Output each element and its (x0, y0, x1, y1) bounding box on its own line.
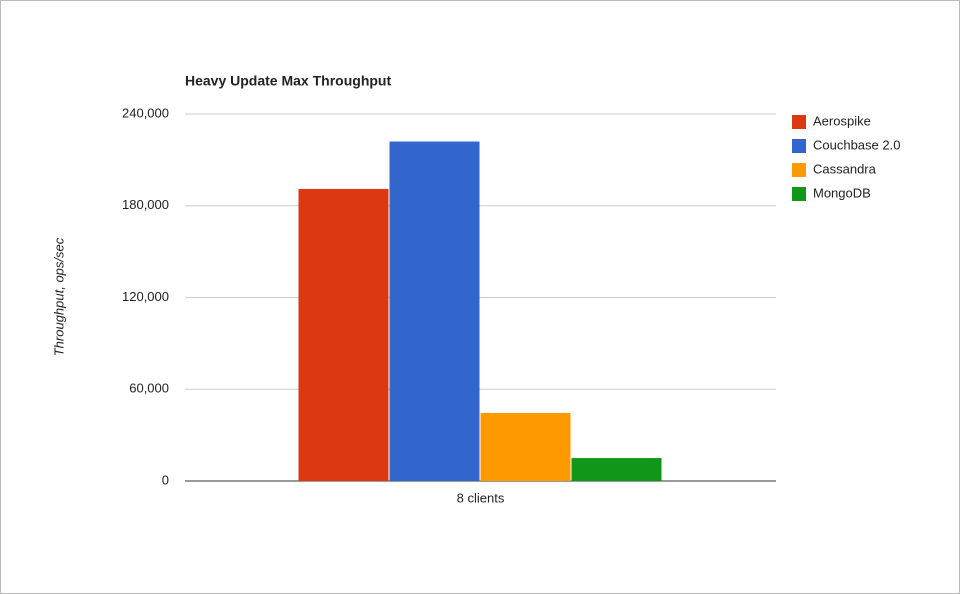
x-tick-label: 8 clients (457, 490, 505, 505)
legend-label: MongoDB (813, 185, 871, 200)
y-axis-label: Throughput, ops/sec (51, 237, 66, 356)
y-tick-label: 0 (162, 472, 169, 487)
y-tick-label: 240,000 (122, 105, 169, 120)
y-tick-label: 120,000 (122, 289, 169, 304)
bar (298, 188, 389, 481)
legend-label: Couchbase 2.0 (813, 137, 900, 152)
legend-label: Aerospike (813, 113, 871, 128)
y-tick-label: 60,000 (129, 381, 169, 396)
y-tick-label: 180,000 (122, 197, 169, 212)
legend-swatch (792, 139, 806, 153)
bar (480, 412, 571, 481)
legend-swatch (792, 115, 806, 129)
bar (389, 141, 480, 481)
chart-title: Heavy Update Max Throughput (185, 73, 391, 89)
legend-swatch (792, 187, 806, 201)
bar (571, 458, 662, 481)
legend-label: Cassandra (813, 161, 877, 176)
legend-swatch (792, 163, 806, 177)
